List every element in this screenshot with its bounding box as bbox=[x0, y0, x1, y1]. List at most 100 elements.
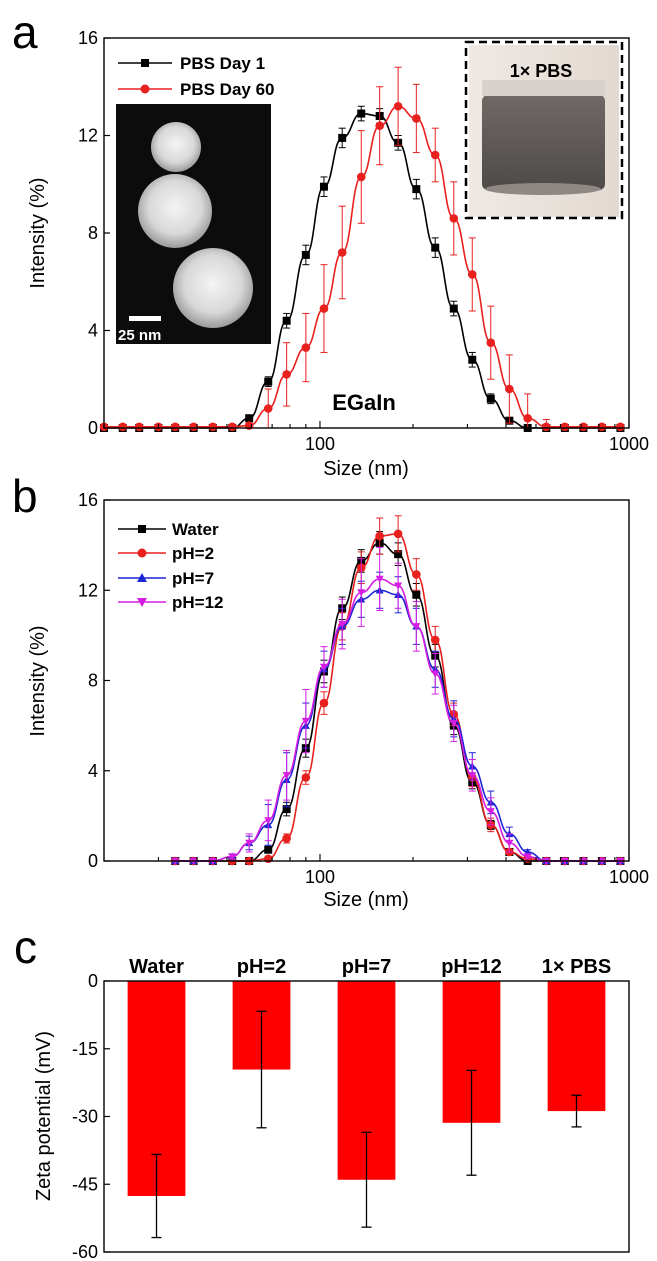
data-point bbox=[430, 635, 440, 645]
data-point bbox=[134, 422, 144, 432]
data-point bbox=[560, 422, 570, 432]
data-point bbox=[486, 394, 495, 403]
chart-b: 0 4 8 12 16 100 1000 Size (nm) Intensity (%) W… bbox=[27, 490, 649, 911]
panel-label-b: b bbox=[12, 470, 38, 522]
x-tick-label: 100 bbox=[305, 867, 335, 887]
chart-b-legend: Water pH=2 pH=7 pH=12 bbox=[118, 520, 224, 612]
data-point bbox=[449, 720, 458, 728]
chart-b-xlabel: Size (nm) bbox=[323, 889, 409, 911]
data-point bbox=[449, 214, 459, 223]
data-point bbox=[505, 839, 514, 847]
vial-inset-frame bbox=[464, 40, 624, 220]
data-point bbox=[412, 185, 421, 194]
chart-a-xlabel: Size (nm) bbox=[323, 458, 409, 480]
chart-b-ylabel: Intensity (%) bbox=[27, 625, 49, 736]
nanoparticle bbox=[151, 122, 201, 172]
category-label: pH=2 bbox=[237, 956, 286, 978]
y-tick-label: 0 bbox=[88, 418, 98, 438]
data-point bbox=[282, 805, 291, 814]
data-point bbox=[393, 529, 403, 539]
data-point bbox=[319, 182, 328, 191]
y-tick-label: -60 bbox=[72, 1242, 98, 1261]
data-point bbox=[282, 834, 291, 843]
legend-marker-circle bbox=[140, 84, 150, 94]
y-tick-label: 4 bbox=[88, 321, 98, 341]
data-point bbox=[394, 582, 403, 590]
y-tick-label: -45 bbox=[72, 1174, 98, 1194]
category-label: Water bbox=[129, 956, 184, 978]
data-point bbox=[245, 414, 254, 423]
chart-b-legend-entry-3: pH=7 bbox=[172, 569, 214, 588]
chart-c-ylabel: Zeta potential (mV) bbox=[33, 1031, 55, 1201]
data-point bbox=[486, 338, 496, 347]
y-tick-label: 12 bbox=[78, 126, 98, 146]
data-point bbox=[486, 808, 495, 816]
legend-marker-square bbox=[138, 525, 146, 533]
data-point bbox=[245, 839, 254, 847]
legend-marker-square bbox=[141, 59, 149, 67]
vial-liquid bbox=[482, 95, 605, 190]
data-point bbox=[282, 316, 291, 325]
data-point bbox=[264, 845, 273, 854]
chart-b-ticks: 0 4 8 12 16 100 1000 bbox=[78, 490, 649, 887]
series-2 bbox=[171, 571, 625, 865]
data-point bbox=[523, 413, 532, 423]
y-tick-label: 4 bbox=[88, 761, 98, 781]
data-point bbox=[338, 620, 347, 629]
scale-bar-label: 25 nm bbox=[118, 327, 161, 344]
data-point bbox=[319, 304, 329, 313]
y-tick-label: 8 bbox=[88, 671, 98, 691]
legend-marker-triangle-up bbox=[137, 573, 147, 582]
chart-a-ticks: 0 4 8 12 16 100 1000 bbox=[78, 28, 649, 454]
data-point bbox=[542, 422, 551, 432]
data-point bbox=[468, 355, 477, 364]
data-point bbox=[357, 589, 366, 597]
category-label: 1× PBS bbox=[542, 956, 611, 978]
y-tick-label: -30 bbox=[72, 1107, 98, 1127]
data-point bbox=[616, 422, 625, 432]
legend-marker-circle bbox=[137, 548, 147, 558]
data-point bbox=[319, 663, 328, 671]
chart-c-marks bbox=[127, 981, 606, 1239]
chart-a: 0 4 8 12 16 100 1000 Size (nm) Intensity (%) E… bbox=[27, 28, 649, 480]
nanoparticle bbox=[173, 248, 253, 328]
data-point bbox=[375, 121, 384, 131]
chart-b-legend-entry-2: pH=2 bbox=[172, 544, 214, 563]
data-point bbox=[375, 575, 384, 583]
x-tick-label: 1000 bbox=[609, 434, 649, 454]
chart-a-annotation: EGaIn bbox=[332, 390, 396, 415]
chart-b-legend-entry-4: pH=12 bbox=[172, 593, 224, 612]
series-line bbox=[175, 589, 621, 862]
data-point bbox=[228, 853, 237, 861]
vial-photo-inset: 1× PBS bbox=[464, 40, 624, 220]
data-point bbox=[579, 422, 588, 432]
legend-marker-triangle-down bbox=[137, 598, 147, 607]
data-point bbox=[394, 550, 403, 559]
y-tick-label: 0 bbox=[88, 971, 98, 991]
data-point bbox=[282, 772, 291, 780]
panel-label-c: c bbox=[14, 921, 37, 973]
panel-label-a: a bbox=[12, 6, 38, 58]
category-label: pH=12 bbox=[441, 956, 502, 978]
data-point bbox=[301, 773, 311, 782]
data-point bbox=[467, 270, 477, 279]
data-point bbox=[393, 101, 403, 111]
nanoparticle bbox=[138, 174, 212, 248]
data-point bbox=[301, 343, 311, 352]
data-point bbox=[375, 531, 384, 541]
data-point bbox=[170, 422, 180, 432]
y-tick-label: 8 bbox=[88, 223, 98, 243]
y-tick-label: 16 bbox=[78, 28, 98, 48]
y-tick-label: 12 bbox=[78, 580, 98, 600]
data-point bbox=[356, 172, 366, 182]
data-point bbox=[208, 422, 218, 432]
data-point bbox=[412, 590, 421, 599]
scale-bar bbox=[129, 316, 161, 321]
data-point bbox=[412, 623, 421, 631]
data-point bbox=[319, 698, 329, 708]
series-line bbox=[175, 578, 621, 862]
data-point bbox=[431, 243, 440, 252]
chart-b-marks bbox=[170, 515, 625, 866]
data-point bbox=[430, 150, 440, 160]
